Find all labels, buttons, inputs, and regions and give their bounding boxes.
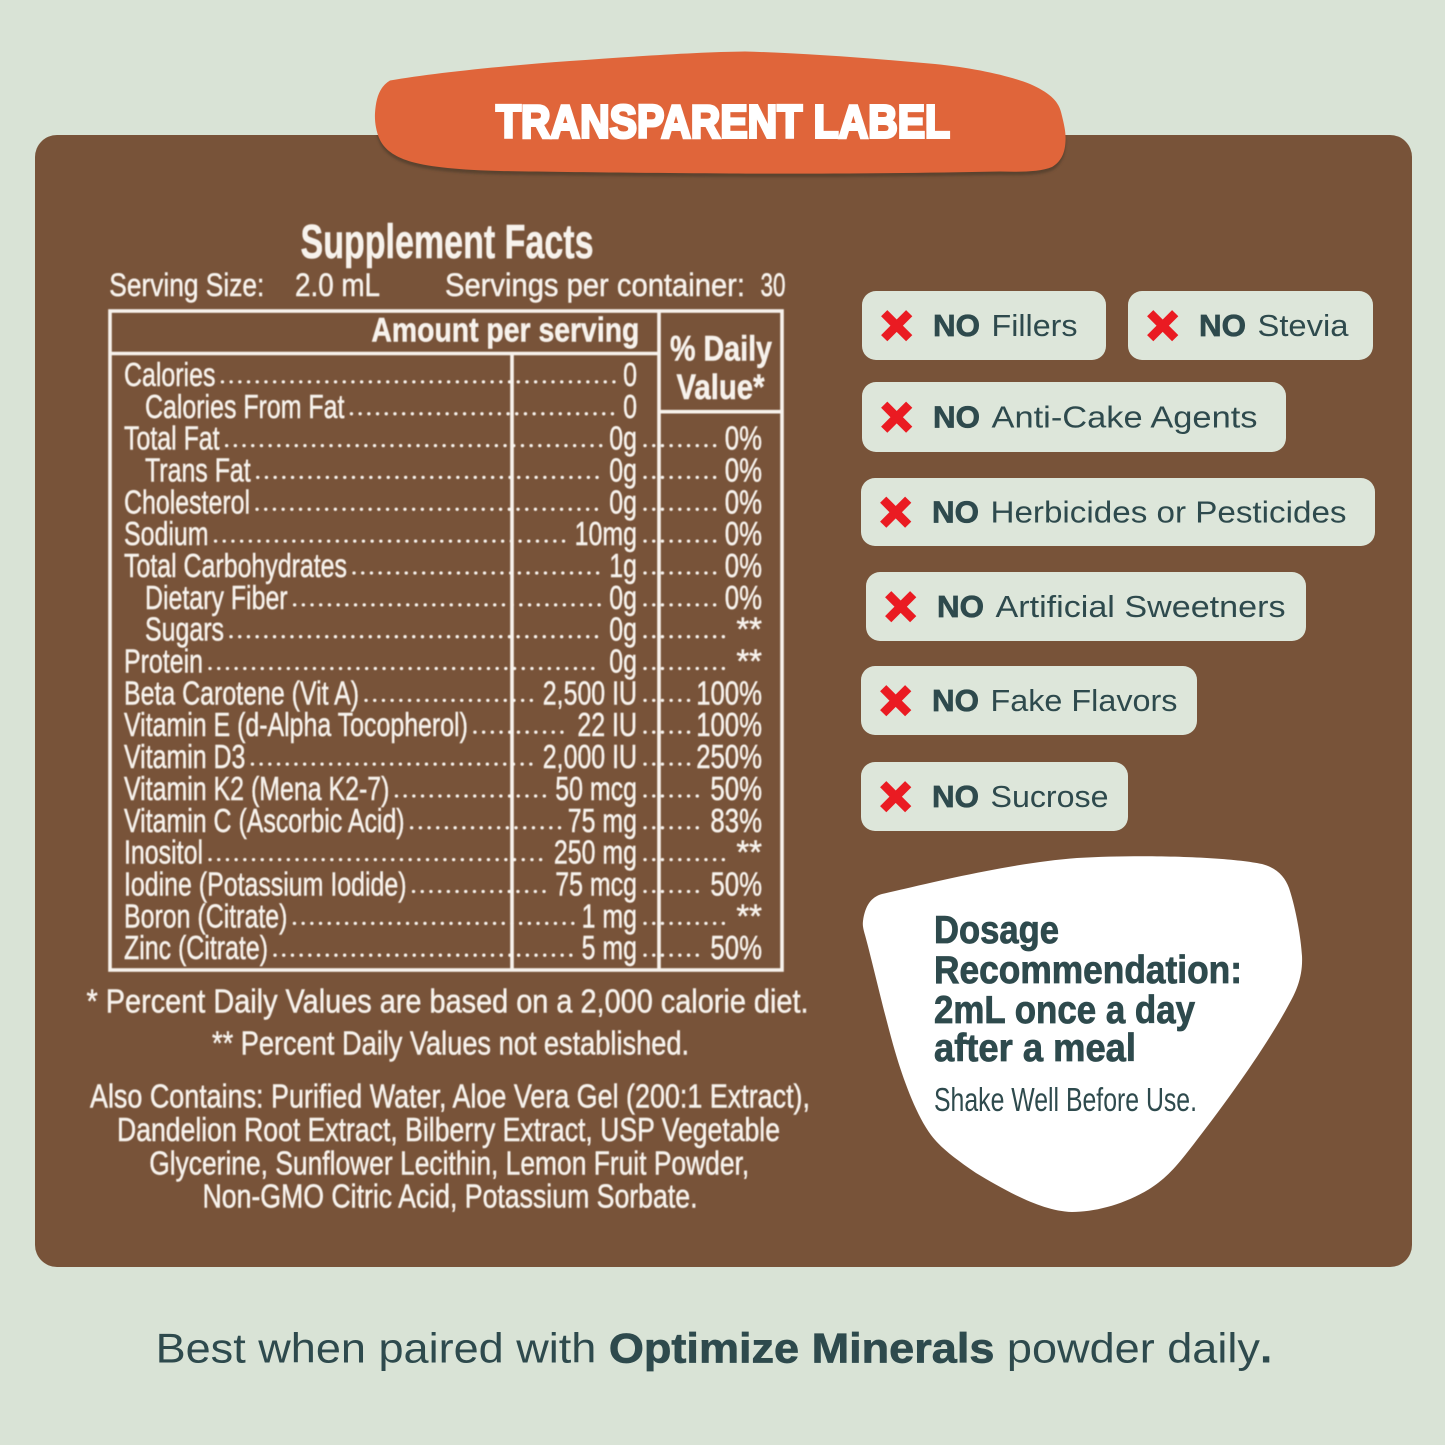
svg-text:1g: 1g (609, 547, 637, 584)
svg-text:Inositol: Inositol (124, 834, 203, 871)
svg-text:Fake Flavors: Fake Flavors (991, 683, 1178, 718)
svg-text:30: 30 (761, 267, 786, 303)
svg-text:NO: NO (937, 589, 984, 624)
svg-text:75 mg: 75 mg (568, 802, 637, 839)
svg-text:100%: 100% (696, 706, 762, 743)
svg-text:**: ** (736, 611, 762, 648)
svg-text:Trans Fat: Trans Fat (145, 451, 251, 488)
svg-text:NO: NO (933, 400, 980, 435)
svg-text:Best when paired with Optimize: Best when paired with Optimize Minerals … (156, 1326, 1273, 1372)
svg-text:NO: NO (932, 779, 979, 814)
svg-text:0%: 0% (725, 515, 762, 552)
svg-text:NO: NO (932, 495, 979, 530)
svg-text:Stevia: Stevia (1258, 308, 1350, 343)
svg-text:0%: 0% (725, 579, 762, 616)
svg-text:83%: 83% (710, 802, 762, 839)
svg-text:50%: 50% (710, 929, 762, 966)
svg-text:Sugars: Sugars (145, 611, 224, 648)
svg-text:0%: 0% (725, 483, 762, 520)
svg-text:100%: 100% (696, 674, 762, 711)
svg-text:0%: 0% (725, 451, 762, 488)
svg-text:Sucrose: Sucrose (991, 779, 1109, 814)
svg-text:% Daily: % Daily (670, 330, 772, 369)
svg-text:Vitamin E (d-Alpha Tocopherol): Vitamin E (d-Alpha Tocopherol) (124, 706, 468, 743)
svg-text:0%: 0% (725, 547, 762, 584)
svg-text:0g: 0g (609, 451, 637, 488)
svg-text:Recommendation:: Recommendation: (934, 949, 1242, 992)
svg-text:0g: 0g (609, 611, 637, 648)
svg-text:Value*: Value* (677, 368, 765, 407)
svg-text:Calories From Fat: Calories From Fat (145, 388, 344, 425)
svg-text:Sodium: Sodium (124, 515, 209, 552)
svg-text:50 mcg: 50 mcg (555, 770, 637, 807)
svg-text:0%: 0% (725, 420, 762, 457)
svg-text:Non-GMO Citric Acid, Potassium: Non-GMO Citric Acid, Potassium Sorbate. (203, 1178, 698, 1215)
svg-text:Fillers: Fillers (992, 308, 1078, 343)
svg-text:Zinc (Citrate): Zinc (Citrate) (124, 929, 268, 966)
svg-text:**: ** (736, 643, 762, 680)
svg-text:Also Contains: Purified Water,: Also Contains: Purified Water, Aloe Vera… (90, 1078, 810, 1115)
svg-text:Serving Size:: Serving Size: (109, 267, 264, 303)
svg-text:Dandelion Root Extract, Bilber: Dandelion Root Extract, Bilberry Extract… (117, 1111, 780, 1148)
svg-text:75 mcg: 75 mcg (555, 866, 637, 903)
svg-text:after a meal: after a meal (934, 1027, 1136, 1070)
svg-text:TRANSPARENT LABEL: TRANSPARENT LABEL (496, 96, 950, 148)
svg-text:1 mg: 1 mg (582, 897, 637, 934)
svg-text:NO: NO (1199, 308, 1246, 343)
svg-text:Iodine (Potassium Iodide): Iodine (Potassium Iodide) (124, 866, 407, 903)
svg-text:0: 0 (623, 356, 637, 393)
svg-text:0: 0 (623, 388, 637, 425)
svg-text:250%: 250% (696, 738, 762, 775)
svg-text:0g: 0g (609, 420, 637, 457)
svg-text:Artificial Sweetners: Artificial Sweetners (996, 589, 1286, 624)
svg-text:Beta Carotene (Vit A): Beta Carotene (Vit A) (124, 674, 359, 711)
svg-text:Amount per serving: Amount per serving (371, 312, 639, 350)
svg-text:50%: 50% (710, 866, 762, 903)
svg-text:Supplement Facts: Supplement Facts (301, 216, 594, 269)
svg-text:50%: 50% (710, 770, 762, 807)
svg-text:Total Fat: Total Fat (124, 420, 220, 457)
svg-text:Vitamin C (Ascorbic Acid): Vitamin C (Ascorbic Acid) (124, 802, 405, 839)
svg-text:Herbicides or Pesticides: Herbicides or Pesticides (991, 495, 1347, 530)
svg-text:Protein: Protein (124, 643, 203, 680)
svg-text:Calories: Calories (124, 356, 215, 393)
svg-text:2,500 IU: 2,500 IU (543, 674, 637, 711)
svg-text:22 IU: 22 IU (577, 706, 637, 743)
svg-text:**: ** (736, 834, 762, 871)
svg-text:250 mg: 250 mg (554, 834, 637, 871)
svg-text:Dosage: Dosage (934, 909, 1059, 952)
svg-text:0g: 0g (609, 483, 637, 520)
svg-text:Servings per container:: Servings per container: (445, 267, 745, 303)
svg-text:**: ** (736, 897, 762, 934)
svg-text:2.0 mL: 2.0 mL (295, 267, 380, 303)
svg-text:Cholesterol: Cholesterol (124, 483, 250, 520)
svg-text:NO: NO (932, 683, 979, 718)
svg-text:Dietary Fiber: Dietary Fiber (145, 579, 288, 616)
svg-text:Vitamin K2 (Mena K2-7): Vitamin K2 (Mena K2-7) (124, 770, 389, 807)
svg-text:10mg: 10mg (575, 515, 637, 552)
svg-text:Boron (Citrate): Boron (Citrate) (124, 897, 287, 934)
svg-text:* Percent Daily Values are bas: * Percent Daily Values are based on a 2,… (87, 983, 809, 1020)
svg-text:Shake Well Before Use.: Shake Well Before Use. (934, 1081, 1197, 1118)
svg-text:2,000 IU: 2,000 IU (543, 738, 637, 775)
svg-text:Total Carbohydrates: Total Carbohydrates (124, 547, 347, 584)
svg-text:0g: 0g (609, 579, 637, 616)
svg-text:Vitamin D3: Vitamin D3 (124, 738, 245, 775)
svg-text:Glycerine, Sunflower Lecithin,: Glycerine, Sunflower Lecithin, Lemon Fru… (149, 1144, 749, 1181)
svg-text:** Percent Daily Values not es: ** Percent Daily Values not established. (212, 1025, 689, 1062)
svg-text:Anti-Cake Agents: Anti-Cake Agents (992, 400, 1258, 435)
svg-text:0g: 0g (609, 643, 637, 680)
svg-text:NO: NO (933, 308, 980, 343)
svg-text:5 mg: 5 mg (582, 929, 637, 966)
svg-text:2mL once a day: 2mL once a day (934, 989, 1195, 1032)
